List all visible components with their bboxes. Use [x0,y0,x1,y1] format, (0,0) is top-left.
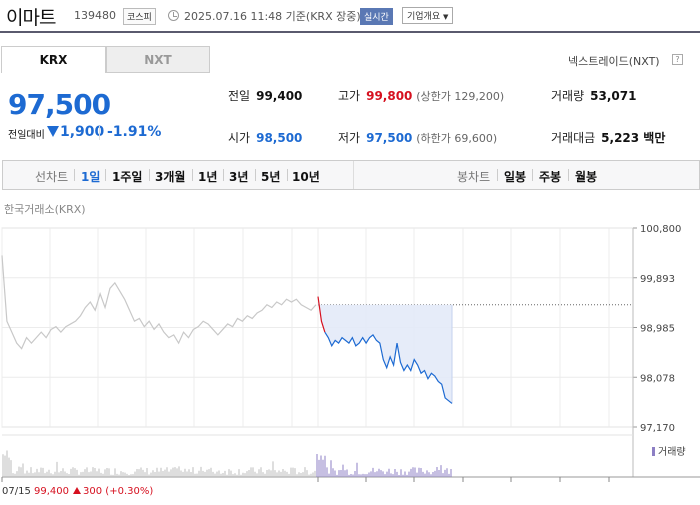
price-change-percent: -1.91% [107,124,162,140]
range-1y[interactable]: 1년 [198,170,218,184]
stat-value: 97,500 [366,131,413,145]
series-line-prev-day [1,255,317,350]
help-icon[interactable]: ? [672,54,683,65]
series-line-today [324,331,453,404]
volume-legend-swatch [652,447,655,456]
tab-nxt[interactable]: NXT [106,46,210,73]
candle-monthly[interactable]: 월봉 [575,170,598,184]
range-selector-bar: 선차트 1일 1주일 3개월 1년 3년 5년 10년 봉차트 일봉 주봉 월봉 [2,160,700,190]
divider [223,169,224,181]
company-info-label: 기업개요 [407,12,441,22]
volume-legend: 거래량 [652,443,686,458]
upper-limit: (상한가 129,200) [416,90,505,103]
series-line-open [317,296,326,333]
nxt-link[interactable]: 넥스트레이드(NXT) [568,55,660,68]
compare-label: 전일대비 [8,130,45,141]
stat-prev-close: 전일 99,400 [228,87,302,104]
chevron-down-icon: ▼ [443,13,449,21]
as-of-time: 2025.07.16 11:48 기준(KRX 장중) [184,10,361,23]
down-arrow-icon [47,126,59,137]
y-tick-label: 100,800 [640,224,681,235]
price-change: 1,900 [47,124,104,140]
y-tick-label: 98,078 [640,373,675,384]
range-1d[interactable]: 1일 [81,170,101,184]
prev-day-date: 07/15 [2,486,31,497]
divider [353,161,354,189]
stat-volume: 거래량 53,071 [551,87,636,104]
divider [497,169,498,181]
prev-day-change: 300 [83,486,103,497]
stat-label: 시가 [228,131,251,145]
line-chart-label: 선차트 [35,170,69,184]
y-tick-label: 97,170 [640,423,675,434]
stat-value: 99,800 [366,89,413,103]
price-change-value: 1,900 [60,124,105,140]
clock-icon [168,10,179,21]
y-tick-label: 99,893 [640,274,675,285]
market-badge: 코스피 [123,8,156,25]
stat-label: 거래대금 [551,131,596,145]
divider [192,169,193,181]
range-3m[interactable]: 3개월 [155,170,186,184]
divider [532,169,533,181]
divider [105,169,106,181]
stat-label: 저가 [338,131,361,145]
prev-day-change-percent: (+0.30%) [105,486,154,497]
tab-krx[interactable]: KRX [1,46,106,73]
chart-source: 한국거래소(KRX) [4,203,86,216]
series-area-fill [318,296,452,404]
divider [74,169,75,181]
up-arrow-icon [73,487,82,494]
y-tick-label: 98,985 [640,324,675,335]
range-1w[interactable]: 1주일 [112,170,143,184]
candle-chart-label: 봉차트 [457,170,491,184]
prev-day-summary: 07/15 99,400 300 (+0.30%) [2,486,153,497]
stock-header: 이마트 139480 코스피 2025.07.16 11:48 기준(KRX 장… [0,0,700,33]
stat-value: 53,071 [590,89,637,103]
stat-value: 99,400 [256,89,303,103]
divider [99,126,100,140]
stat-value: 98,500 [256,131,303,145]
candle-weekly[interactable]: 주봉 [539,170,562,184]
company-info-button[interactable]: 기업개요 ▼ [402,7,454,24]
candle-daily[interactable]: 일봉 [504,170,527,184]
realtime-badge: 실시간 [360,8,393,25]
lower-limit: (하한가 69,600) [416,132,498,145]
stat-open: 시가 98,500 [228,129,302,146]
stat-high: 고가 99,800 (상한가 129,200) [338,87,504,104]
stock-code: 139480 [74,9,116,22]
stock-name: 이마트 [6,7,56,29]
range-5y[interactable]: 5년 [261,170,281,184]
range-3y[interactable]: 3년 [229,170,249,184]
divider [149,169,150,181]
range-10y[interactable]: 10년 [292,170,320,184]
volume-legend-label: 거래량 [658,447,686,458]
stat-amount: 거래대금 5,223 백만 [551,129,665,146]
stat-value: 5,223 백만 [601,131,666,145]
divider [287,169,288,181]
current-price: 97,500 [8,88,111,121]
prev-day-close: 99,400 [34,486,70,497]
divider [255,169,256,181]
stat-label: 전일 [228,89,251,103]
stat-label: 거래량 [551,89,585,103]
stat-low: 저가 97,500 (하한가 69,600) [338,129,497,146]
intraday-price-chart: 100,80099,89398,98598,07897,17007/1610:0… [1,224,700,482]
stat-label: 고가 [338,89,361,103]
divider [568,169,569,181]
